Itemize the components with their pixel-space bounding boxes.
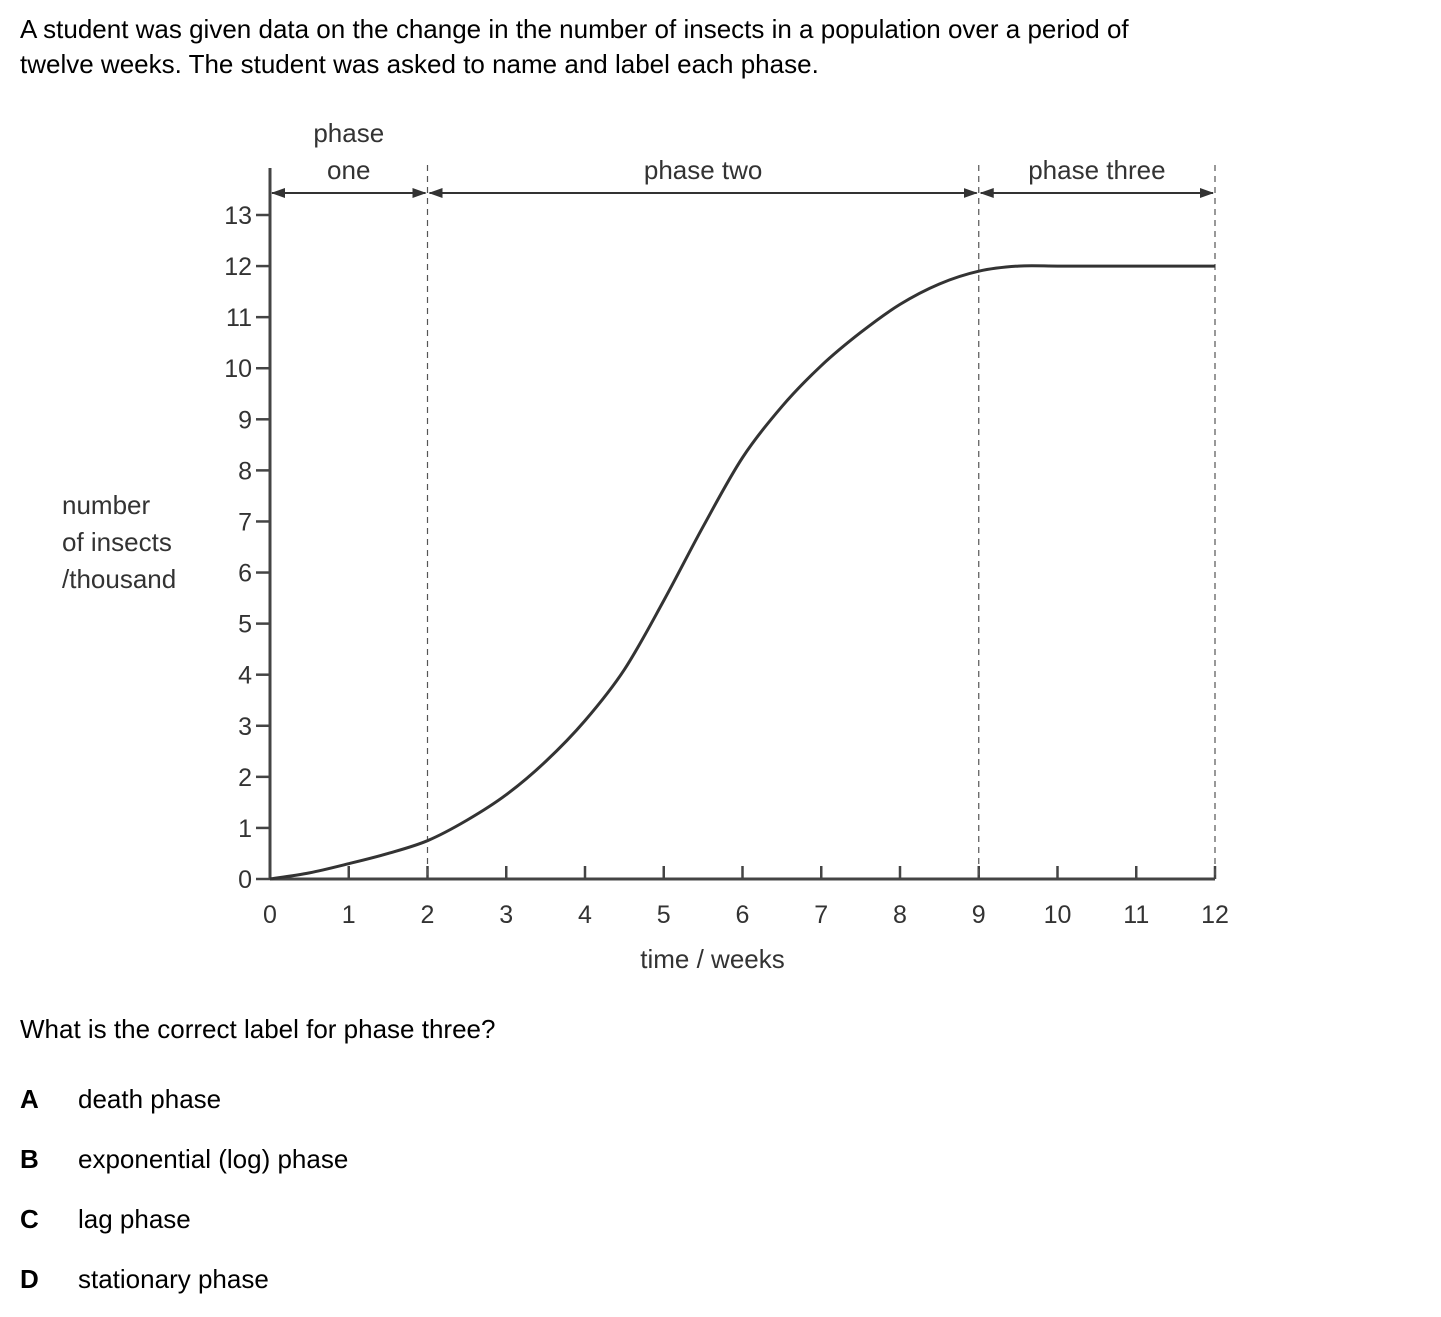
phase-annotations: phase one phase two phase three — [271, 118, 1216, 879]
question-intro: A student was given data on the change i… — [20, 12, 1420, 82]
phase-label: one — [327, 155, 370, 185]
x-tick-label: 1 — [342, 901, 356, 929]
x-tick-label: 7 — [814, 901, 828, 929]
data-series — [269, 264, 1215, 881]
option-a-letter: A — [20, 1084, 39, 1114]
option-b-text: exponential (log) phase — [78, 1144, 349, 1174]
y-tick-label: 4 — [238, 662, 252, 690]
phase-label: phase — [313, 118, 384, 148]
y-tick-label: 9 — [238, 406, 252, 434]
x-tick-label: 4 — [578, 901, 592, 929]
y-axis-label: number — [62, 490, 150, 520]
x-tick-label: 11 — [1123, 901, 1149, 929]
y-tick-label: 12 — [224, 253, 252, 281]
option-a-text: death phase — [78, 1084, 222, 1114]
y-tick-label: 8 — [238, 457, 252, 485]
phase-label: phase two — [644, 155, 763, 185]
option-b-letter: B — [20, 1144, 39, 1174]
x-tick-label: 12 — [1201, 901, 1229, 929]
option-d-text: stationary phase — [78, 1264, 269, 1294]
phase-label: phase three — [1028, 155, 1165, 185]
option-c-letter: C — [20, 1204, 39, 1234]
y-tick-label: 1 — [238, 815, 252, 843]
intro-line-1: A student was given data on the change i… — [20, 14, 1129, 44]
y-tick-label: 6 — [238, 560, 252, 588]
axis-labels: time / weeks number of insects/thousand — [62, 490, 785, 974]
x-tick-label: 8 — [893, 901, 907, 929]
y-tick-label: 0 — [238, 866, 252, 894]
y-tick-label: 13 — [224, 202, 252, 230]
y-tick-label: 11 — [226, 304, 252, 332]
x-axis-label: time / weeks — [640, 944, 785, 974]
y-tick-label: 5 — [238, 611, 252, 639]
x-tick-label: 3 — [499, 901, 513, 929]
y-tick-label: 3 — [238, 713, 252, 741]
x-tick-label: 10 — [1044, 901, 1072, 929]
y-axis-label: of insects — [62, 527, 172, 557]
y-axis-label: /thousand — [62, 564, 176, 594]
option-c-text: lag phase — [78, 1204, 191, 1234]
y-tick-label: 7 — [238, 508, 252, 536]
population-curve — [269, 264, 1215, 881]
option-d-letter: D — [20, 1264, 39, 1294]
x-tick-label: 5 — [657, 901, 671, 929]
x-tick-label: 2 — [421, 901, 435, 929]
y-tick-label: 2 — [238, 764, 252, 792]
y-tick-label: 10 — [224, 355, 252, 383]
question-prompt: What is the correct label for phase thre… — [20, 1014, 496, 1044]
x-tick-label: 6 — [736, 901, 750, 929]
x-tick-label: 0 — [263, 901, 277, 929]
x-tick-label: 9 — [972, 901, 986, 929]
intro-line-2: twelve weeks. The student was asked to n… — [20, 49, 819, 79]
